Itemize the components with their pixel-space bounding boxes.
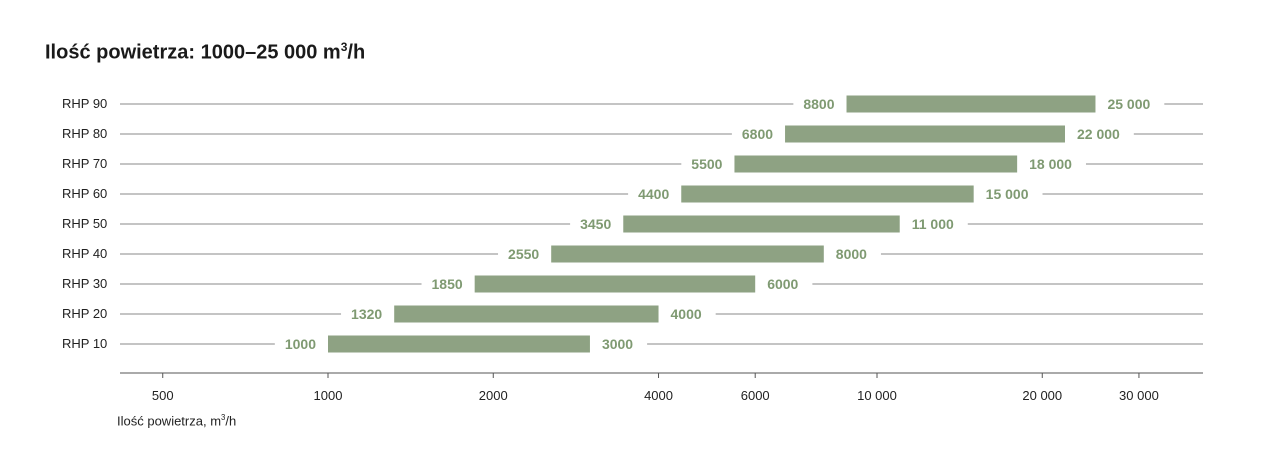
x-tick-label: 6000 <box>741 388 770 403</box>
x-tick-label: 2000 <box>479 388 508 403</box>
x-tick-label: 10 000 <box>857 388 897 403</box>
range-bar <box>681 185 974 203</box>
x-tick-label: 4000 <box>644 388 673 403</box>
x-tick-label: 30 000 <box>1119 388 1159 403</box>
range-bar <box>734 155 1018 173</box>
category-label: RHP 30 <box>62 276 107 291</box>
range-bar <box>551 245 824 263</box>
range-bar <box>785 125 1065 143</box>
range-max-label: 15 000 <box>986 186 1029 202</box>
range-max-label: 11 000 <box>912 216 954 232</box>
range-max-label: 6000 <box>767 276 798 292</box>
x-tick-label: 20 000 <box>1022 388 1062 403</box>
range-min-label: 1850 <box>432 276 463 292</box>
chart-title-suffix: /h <box>347 41 366 64</box>
category-label: RHP 10 <box>62 336 107 351</box>
category-label: RHP 50 <box>62 216 107 231</box>
range-bar <box>328 335 590 353</box>
category-label: RHP 90 <box>62 96 107 111</box>
category-label: RHP 80 <box>62 126 107 141</box>
range-min-label: 3450 <box>580 216 611 232</box>
chart-title: Ilość powietrza: 1000–25 000 m3/h <box>45 40 365 65</box>
x-tick-label: 500 <box>152 388 174 403</box>
category-label: RHP 70 <box>62 156 107 171</box>
range-max-label: 8000 <box>836 246 867 262</box>
x-tick-label: 1000 <box>314 388 343 403</box>
x-axis-label: Ilość powietrza, m3/h <box>117 413 236 428</box>
range-bar <box>846 95 1096 113</box>
range-min-label: 8800 <box>803 96 834 112</box>
range-min-label: 2550 <box>508 246 539 262</box>
range-max-label: 4000 <box>671 306 702 322</box>
range-bar <box>623 215 900 233</box>
range-max-label: 25 000 <box>1107 96 1150 112</box>
chart-title-superscript: 3 <box>340 40 348 54</box>
range-min-label: 6800 <box>742 126 773 142</box>
range-min-label: 4400 <box>638 186 669 202</box>
range-bar <box>474 275 756 293</box>
range-bar <box>394 305 659 323</box>
range-max-label: 22 000 <box>1077 126 1120 142</box>
x-axis-label-suffix: /h <box>225 413 237 429</box>
category-label: RHP 40 <box>62 246 107 261</box>
category-label: RHP 60 <box>62 186 107 201</box>
x-axis-label-superscript: 3 <box>221 413 226 422</box>
range-max-label: 3000 <box>602 336 633 352</box>
category-label: RHP 20 <box>62 306 107 321</box>
range-min-label: 1320 <box>351 306 382 322</box>
x-axis-label-text: Ilość powietrza, m <box>117 413 222 429</box>
range-min-label: 1000 <box>285 336 316 352</box>
range-max-label: 18 000 <box>1029 156 1072 172</box>
range-min-label: 5500 <box>691 156 722 172</box>
chart-title-text: Ilość powietrza: 1000–25 000 m <box>45 41 341 64</box>
